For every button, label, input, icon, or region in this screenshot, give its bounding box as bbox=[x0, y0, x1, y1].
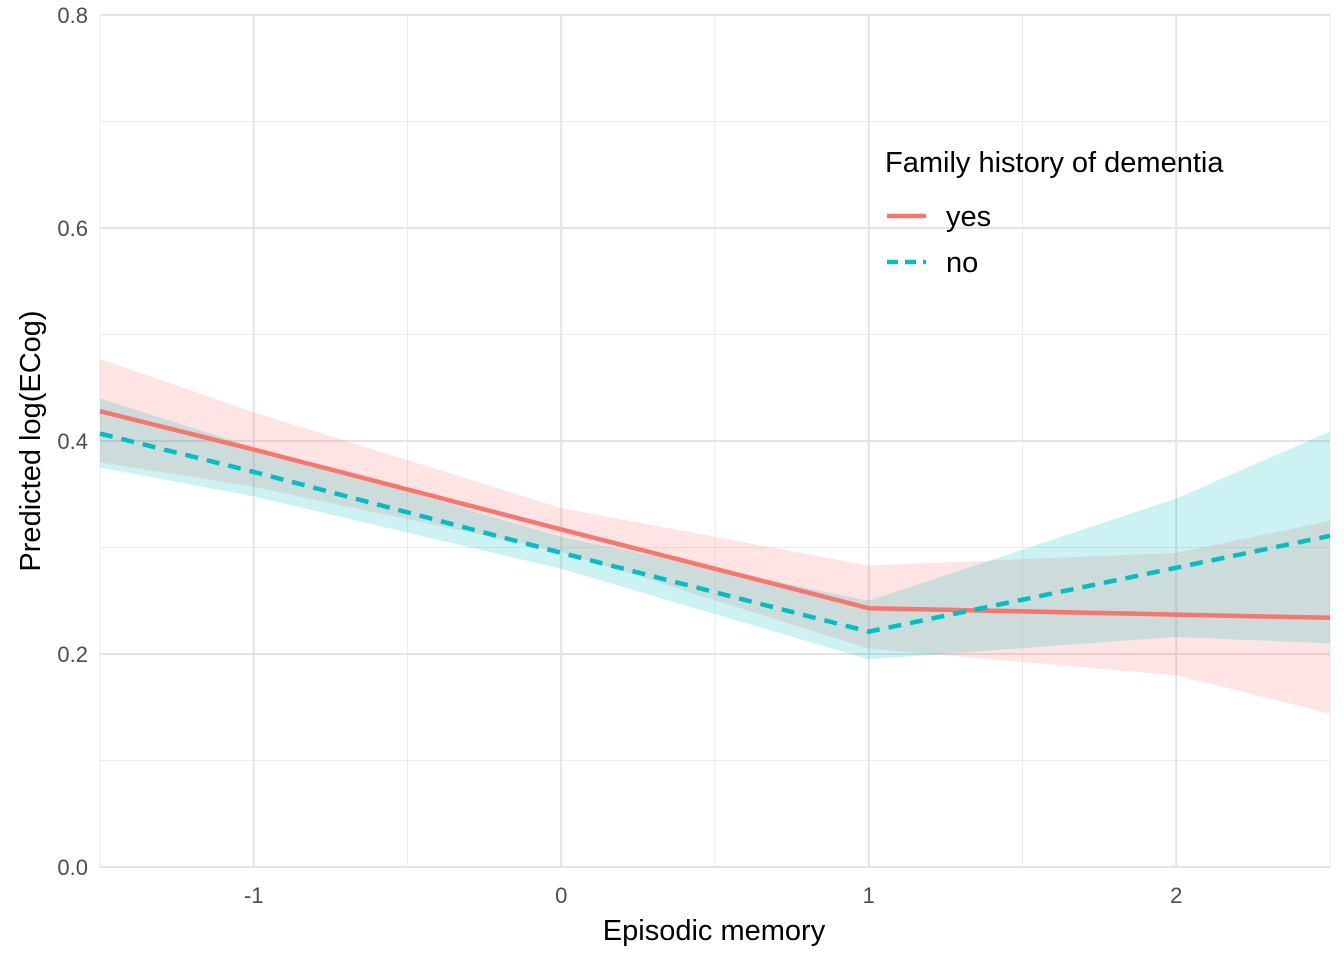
confidence-bands bbox=[100, 358, 1330, 714]
y-axis-ticks: 0.0 0.2 0.4 0.6 0.8 bbox=[57, 3, 88, 880]
y-tick-label: 0.4 bbox=[57, 429, 88, 454]
y-tick-label: 0.6 bbox=[57, 216, 88, 241]
x-axis-ticks: -1 0 1 2 bbox=[244, 883, 1182, 908]
legend-items: yes no bbox=[887, 201, 991, 279]
band-no bbox=[100, 398, 1330, 660]
grid-major bbox=[100, 14, 1330, 868]
line-yes bbox=[99, 408, 1331, 621]
y-tick-label: 0.2 bbox=[57, 642, 88, 667]
y-tick-label: 0.8 bbox=[57, 3, 88, 28]
legend: Family history of dementia yes no bbox=[885, 147, 1224, 279]
x-tick-label: 0 bbox=[555, 883, 567, 908]
x-tick-label: -1 bbox=[244, 883, 264, 908]
legend-label-no: no bbox=[946, 247, 978, 279]
x-axis-title: Episodic memory bbox=[603, 915, 826, 947]
y-axis-title: Predicted log(ECog) bbox=[15, 310, 47, 571]
x-tick-label: 1 bbox=[863, 883, 875, 908]
legend-title: Family history of dementia bbox=[885, 147, 1224, 179]
legend-label-yes: yes bbox=[946, 201, 991, 233]
series-lines bbox=[99, 408, 1331, 634]
y-tick-label: 0.0 bbox=[57, 855, 88, 880]
line-no bbox=[99, 431, 1331, 634]
band-yes bbox=[100, 358, 1330, 714]
x-tick-label: 2 bbox=[1170, 883, 1182, 908]
